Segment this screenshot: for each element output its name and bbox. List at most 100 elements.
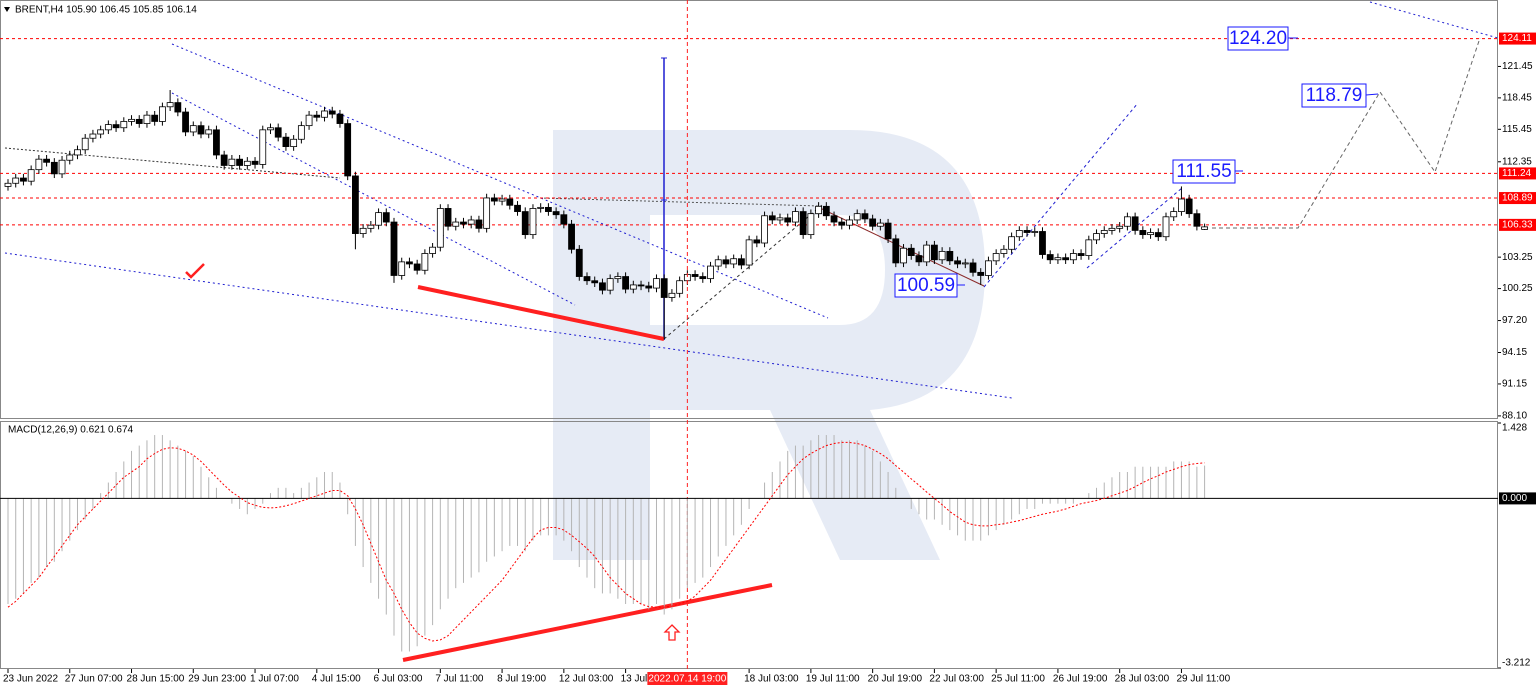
- candle-body: [1162, 216, 1170, 238]
- candle-body: [552, 211, 560, 216]
- candle-body: [776, 217, 784, 221]
- candle-body: [290, 138, 298, 148]
- crosshair-label: 2022.07.14 19:00: [648, 674, 726, 685]
- trend-line: [171, 92, 576, 306]
- x-tick-label: 23 Jun 2022: [3, 674, 58, 685]
- candle-body: [815, 205, 822, 215]
- wave-line: [663, 204, 823, 340]
- y-tick-label: -3.212: [1502, 658, 1531, 669]
- price-label: 124.20: [1229, 28, 1287, 49]
- candle-body: [66, 154, 74, 161]
- x-tick-label: 18 Jul 03:00: [744, 674, 799, 685]
- trend-line: [983, 102, 1139, 288]
- candle-body: [259, 129, 267, 165]
- candle-body: [483, 197, 491, 229]
- candle-body: [583, 276, 591, 282]
- level-tag: [1499, 192, 1536, 205]
- level-tag: [1499, 218, 1536, 231]
- candle-body: [514, 204, 521, 212]
- level-label: 124.11: [1502, 33, 1532, 44]
- candle-body: [992, 253, 1000, 262]
- check-mark: [185, 263, 205, 279]
- candle-body: [367, 224, 375, 229]
- candle-body: [876, 222, 884, 227]
- candle-body: [568, 223, 575, 250]
- candle-body: [1124, 216, 1131, 227]
- candle-body: [429, 246, 437, 254]
- y-tick-label: 91.15: [1502, 379, 1527, 390]
- candle-body: [799, 211, 807, 236]
- y-tick-label: 97.20: [1502, 315, 1527, 326]
- candle-body: [490, 197, 498, 202]
- level-tag: [1499, 32, 1536, 45]
- candle-body: [637, 284, 645, 287]
- candle-body: [660, 278, 668, 298]
- candle-body: [382, 212, 390, 223]
- candle-body: [521, 211, 529, 236]
- candle-body: [205, 129, 213, 135]
- candle-body: [166, 102, 174, 108]
- candle-body: [97, 129, 105, 135]
- y-tick-label: 88.10: [1502, 411, 1527, 422]
- candle-body: [35, 158, 43, 171]
- candle-body: [861, 213, 869, 220]
- candle-body: [575, 248, 583, 277]
- candle-body: [1023, 230, 1031, 233]
- candle-body: [977, 271, 985, 276]
- level-label: 106.33: [1502, 220, 1533, 231]
- x-tick-label: 13 Jul: [621, 674, 648, 685]
- x-tick-label: 8 Jul 19:00: [497, 674, 546, 685]
- candle-body: [274, 127, 282, 138]
- candle-body: [1131, 216, 1139, 231]
- candle-body: [1000, 248, 1008, 254]
- candle-body: [707, 265, 714, 280]
- candle-body: [267, 127, 274, 131]
- main-title: BRENT,H4 105.90 106.45 105.85 106.14: [15, 5, 197, 16]
- up-arrow: [663, 624, 681, 641]
- candle-body: [313, 114, 321, 118]
- candle-body: [753, 239, 761, 244]
- zero-tag: [1499, 492, 1536, 505]
- candle-body: [174, 102, 182, 113]
- candle-body: [722, 259, 730, 265]
- candle-body: [1108, 227, 1116, 231]
- candle-body: [1085, 239, 1093, 256]
- candle-body: [421, 253, 429, 271]
- candle-body: [792, 211, 799, 223]
- candle-body: [236, 158, 244, 166]
- candle-body: [954, 260, 961, 265]
- x-tick-label: 28 Jul 03:00: [1115, 674, 1170, 685]
- candle-body: [452, 221, 460, 227]
- candle-body: [1100, 230, 1108, 234]
- candle-body: [923, 244, 931, 263]
- candle-body: [375, 212, 382, 226]
- x-tick-label: 6 Jul 03:00: [374, 674, 423, 685]
- price-box-pointer: [1365, 93, 1379, 96]
- candle-body: [336, 113, 344, 124]
- crosshair-tag: [647, 672, 728, 685]
- candle-body: [228, 158, 236, 166]
- candle-body: [1201, 226, 1208, 230]
- candle-body: [444, 208, 452, 227]
- candle-body: [946, 250, 954, 262]
- candle-body: [27, 169, 35, 182]
- candle-body: [1008, 236, 1015, 250]
- price-label: 100.59: [897, 275, 955, 296]
- candle-body: [1031, 231, 1039, 233]
- x-tick-label: 4 Jul 15:00: [312, 674, 361, 685]
- candle-body: [104, 124, 112, 131]
- candle-body: [251, 160, 259, 165]
- candle-body: [20, 177, 27, 182]
- candle-body: [985, 260, 992, 276]
- candle-body: [892, 238, 900, 264]
- candle-body: [12, 177, 20, 184]
- candle-body: [475, 219, 483, 229]
- candle-body: [1077, 253, 1085, 256]
- candle-body: [297, 125, 305, 140]
- candle-body: [282, 136, 290, 148]
- candle-body: [1039, 231, 1046, 255]
- candle-body: [830, 215, 838, 223]
- candle-body: [58, 159, 66, 175]
- menu-arrow[interactable]: [4, 7, 10, 12]
